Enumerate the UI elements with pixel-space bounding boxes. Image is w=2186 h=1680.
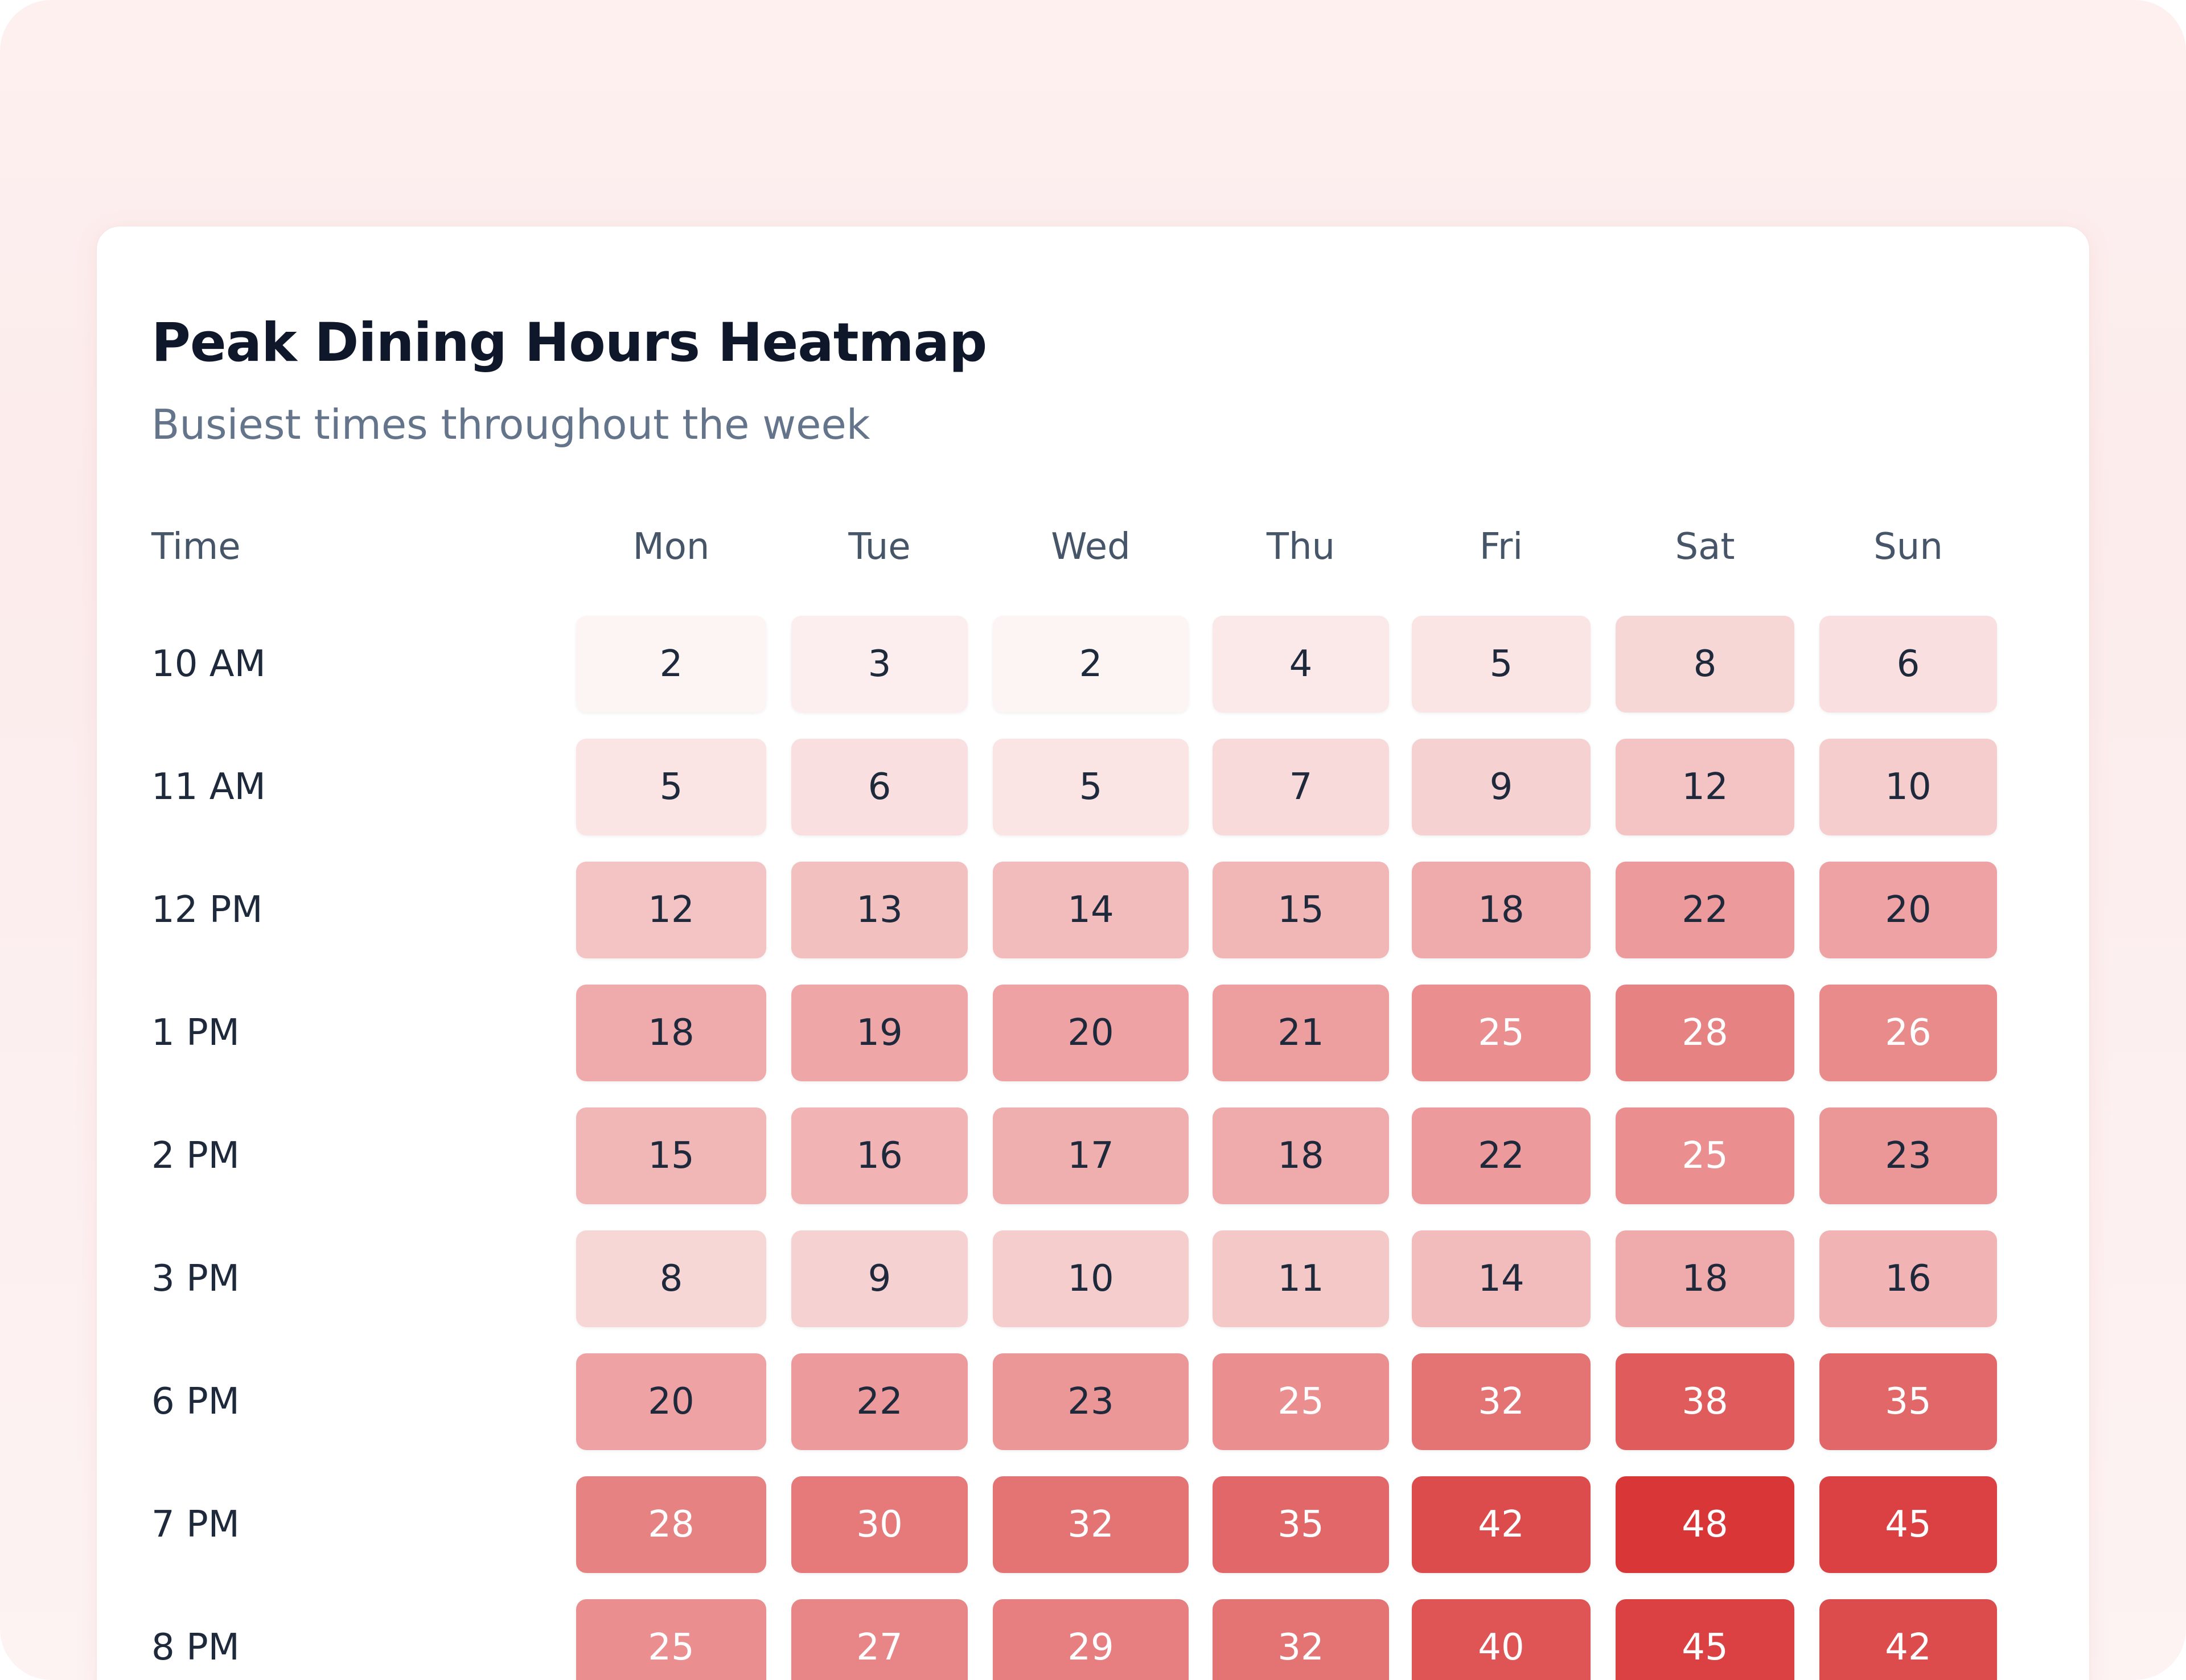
heatmap-cell[interactable]: 18	[1213, 1107, 1389, 1204]
heatmap-cell[interactable]: 22	[1412, 1107, 1591, 1204]
heatmap-cell[interactable]: 13	[791, 862, 968, 958]
row-label: 7 PM	[151, 1504, 240, 1546]
heatmap-cell[interactable]: 3	[791, 616, 968, 713]
heatmap-cell[interactable]: 28	[1616, 985, 1794, 1081]
heatmap-cell[interactable]: 20	[993, 985, 1189, 1081]
heatmap-cell[interactable]: 38	[1616, 1353, 1794, 1450]
heatmap-cell[interactable]: 14	[993, 862, 1189, 958]
heatmap-cell[interactable]: 25	[576, 1599, 766, 1680]
heatmap-cell[interactable]: 23	[1819, 1107, 1997, 1204]
heatmap-cell[interactable]: 17	[993, 1107, 1189, 1204]
heatmap-cell[interactable]: 32	[1213, 1599, 1389, 1680]
heatmap-cell[interactable]: 20	[576, 1353, 766, 1450]
day-header-thu: Thu	[1266, 526, 1336, 568]
heatmap-cell[interactable]: 22	[791, 1353, 968, 1450]
heatmap-cell[interactable]: 15	[576, 1107, 766, 1204]
heatmap-cell[interactable]: 20	[1819, 862, 1997, 958]
heatmap-cell[interactable]: 22	[1616, 862, 1794, 958]
heatmap-cell[interactable]: 30	[791, 1476, 968, 1573]
row-label: 1 PM	[151, 1012, 240, 1054]
heatmap-cell[interactable]: 4	[1213, 616, 1389, 713]
heatmap-cell[interactable]: 42	[1412, 1476, 1591, 1573]
heatmap-cell[interactable]: 25	[1616, 1107, 1794, 1204]
heatmap-cell[interactable]: 5	[993, 739, 1189, 835]
day-header-tue: Tue	[848, 526, 911, 568]
heatmap-cell[interactable]: 45	[1616, 1599, 1794, 1680]
time-column-header: Time	[151, 526, 241, 568]
heatmap-cell[interactable]: 42	[1819, 1599, 1997, 1680]
row-label: 10 AM	[151, 643, 266, 685]
row-label: 11 AM	[151, 766, 266, 808]
heatmap-cell[interactable]: 18	[1412, 862, 1591, 958]
row-label: 6 PM	[151, 1381, 240, 1423]
row-label: 8 PM	[151, 1627, 240, 1669]
heatmap-card: Peak Dining Hours Heatmap Busiest times …	[97, 227, 2089, 1680]
heatmap-cell[interactable]: 16	[791, 1107, 968, 1204]
heatmap-cell[interactable]: 10	[993, 1230, 1189, 1327]
row-label: 12 PM	[151, 889, 263, 931]
heatmap-cell[interactable]: 35	[1213, 1476, 1389, 1573]
heatmap-cell[interactable]: 14	[1412, 1230, 1591, 1327]
day-header-wed: Wed	[1051, 526, 1131, 568]
heatmap-cell[interactable]: 15	[1213, 862, 1389, 958]
heatmap-cell[interactable]: 5	[576, 739, 766, 835]
heatmap-cell[interactable]: 10	[1819, 739, 1997, 835]
heatmap-cell[interactable]: 16	[1819, 1230, 1997, 1327]
day-header-mon: Mon	[632, 526, 710, 568]
heatmap-cell[interactable]: 9	[791, 1230, 968, 1327]
heatmap-cell[interactable]: 26	[1819, 985, 1997, 1081]
heatmap-cell[interactable]: 6	[1819, 616, 1997, 713]
heatmap-cell[interactable]: 12	[1616, 739, 1794, 835]
heatmap-cell[interactable]: 25	[1213, 1353, 1389, 1450]
heatmap-cell[interactable]: 9	[1412, 739, 1591, 835]
chart-title: Peak Dining Hours Heatmap	[151, 312, 987, 374]
heatmap-cell[interactable]: 40	[1412, 1599, 1591, 1680]
heatmap-cell[interactable]: 45	[1819, 1476, 1997, 1573]
heatmap-cell[interactable]: 21	[1213, 985, 1389, 1081]
row-label: 2 PM	[151, 1135, 240, 1177]
row-label: 3 PM	[151, 1258, 240, 1300]
chart-subtitle: Busiest times throughout the week	[151, 401, 870, 448]
heatmap-cell[interactable]: 2	[576, 616, 766, 713]
day-header-sat: Sat	[1675, 526, 1735, 568]
heatmap-cell[interactable]: 29	[993, 1599, 1189, 1680]
heatmap-cell[interactable]: 2	[993, 616, 1189, 713]
heatmap-cell[interactable]: 11	[1213, 1230, 1389, 1327]
heatmap-cell[interactable]: 8	[576, 1230, 766, 1327]
heatmap-cell[interactable]: 6	[791, 739, 968, 835]
day-header-sun: Sun	[1873, 526, 1943, 568]
heatmap-cell[interactable]: 18	[1616, 1230, 1794, 1327]
heatmap-cell[interactable]: 18	[576, 985, 766, 1081]
heatmap-cell[interactable]: 12	[576, 862, 766, 958]
heatmap-cell[interactable]: 5	[1412, 616, 1591, 713]
heatmap-cell[interactable]: 25	[1412, 985, 1591, 1081]
heatmap-cell[interactable]: 32	[993, 1476, 1189, 1573]
day-header-fri: Fri	[1479, 526, 1523, 568]
heatmap-cell[interactable]: 7	[1213, 739, 1389, 835]
heatmap-cell[interactable]: 19	[791, 985, 968, 1081]
heatmap-cell[interactable]: 23	[993, 1353, 1189, 1450]
heatmap-cell[interactable]: 35	[1819, 1353, 1997, 1450]
heatmap-cell[interactable]: 8	[1616, 616, 1794, 713]
heatmap-cell[interactable]: 48	[1616, 1476, 1794, 1573]
heatmap-cell[interactable]: 28	[576, 1476, 766, 1573]
heatmap-cell[interactable]: 27	[791, 1599, 968, 1680]
heatmap-cell[interactable]: 32	[1412, 1353, 1591, 1450]
